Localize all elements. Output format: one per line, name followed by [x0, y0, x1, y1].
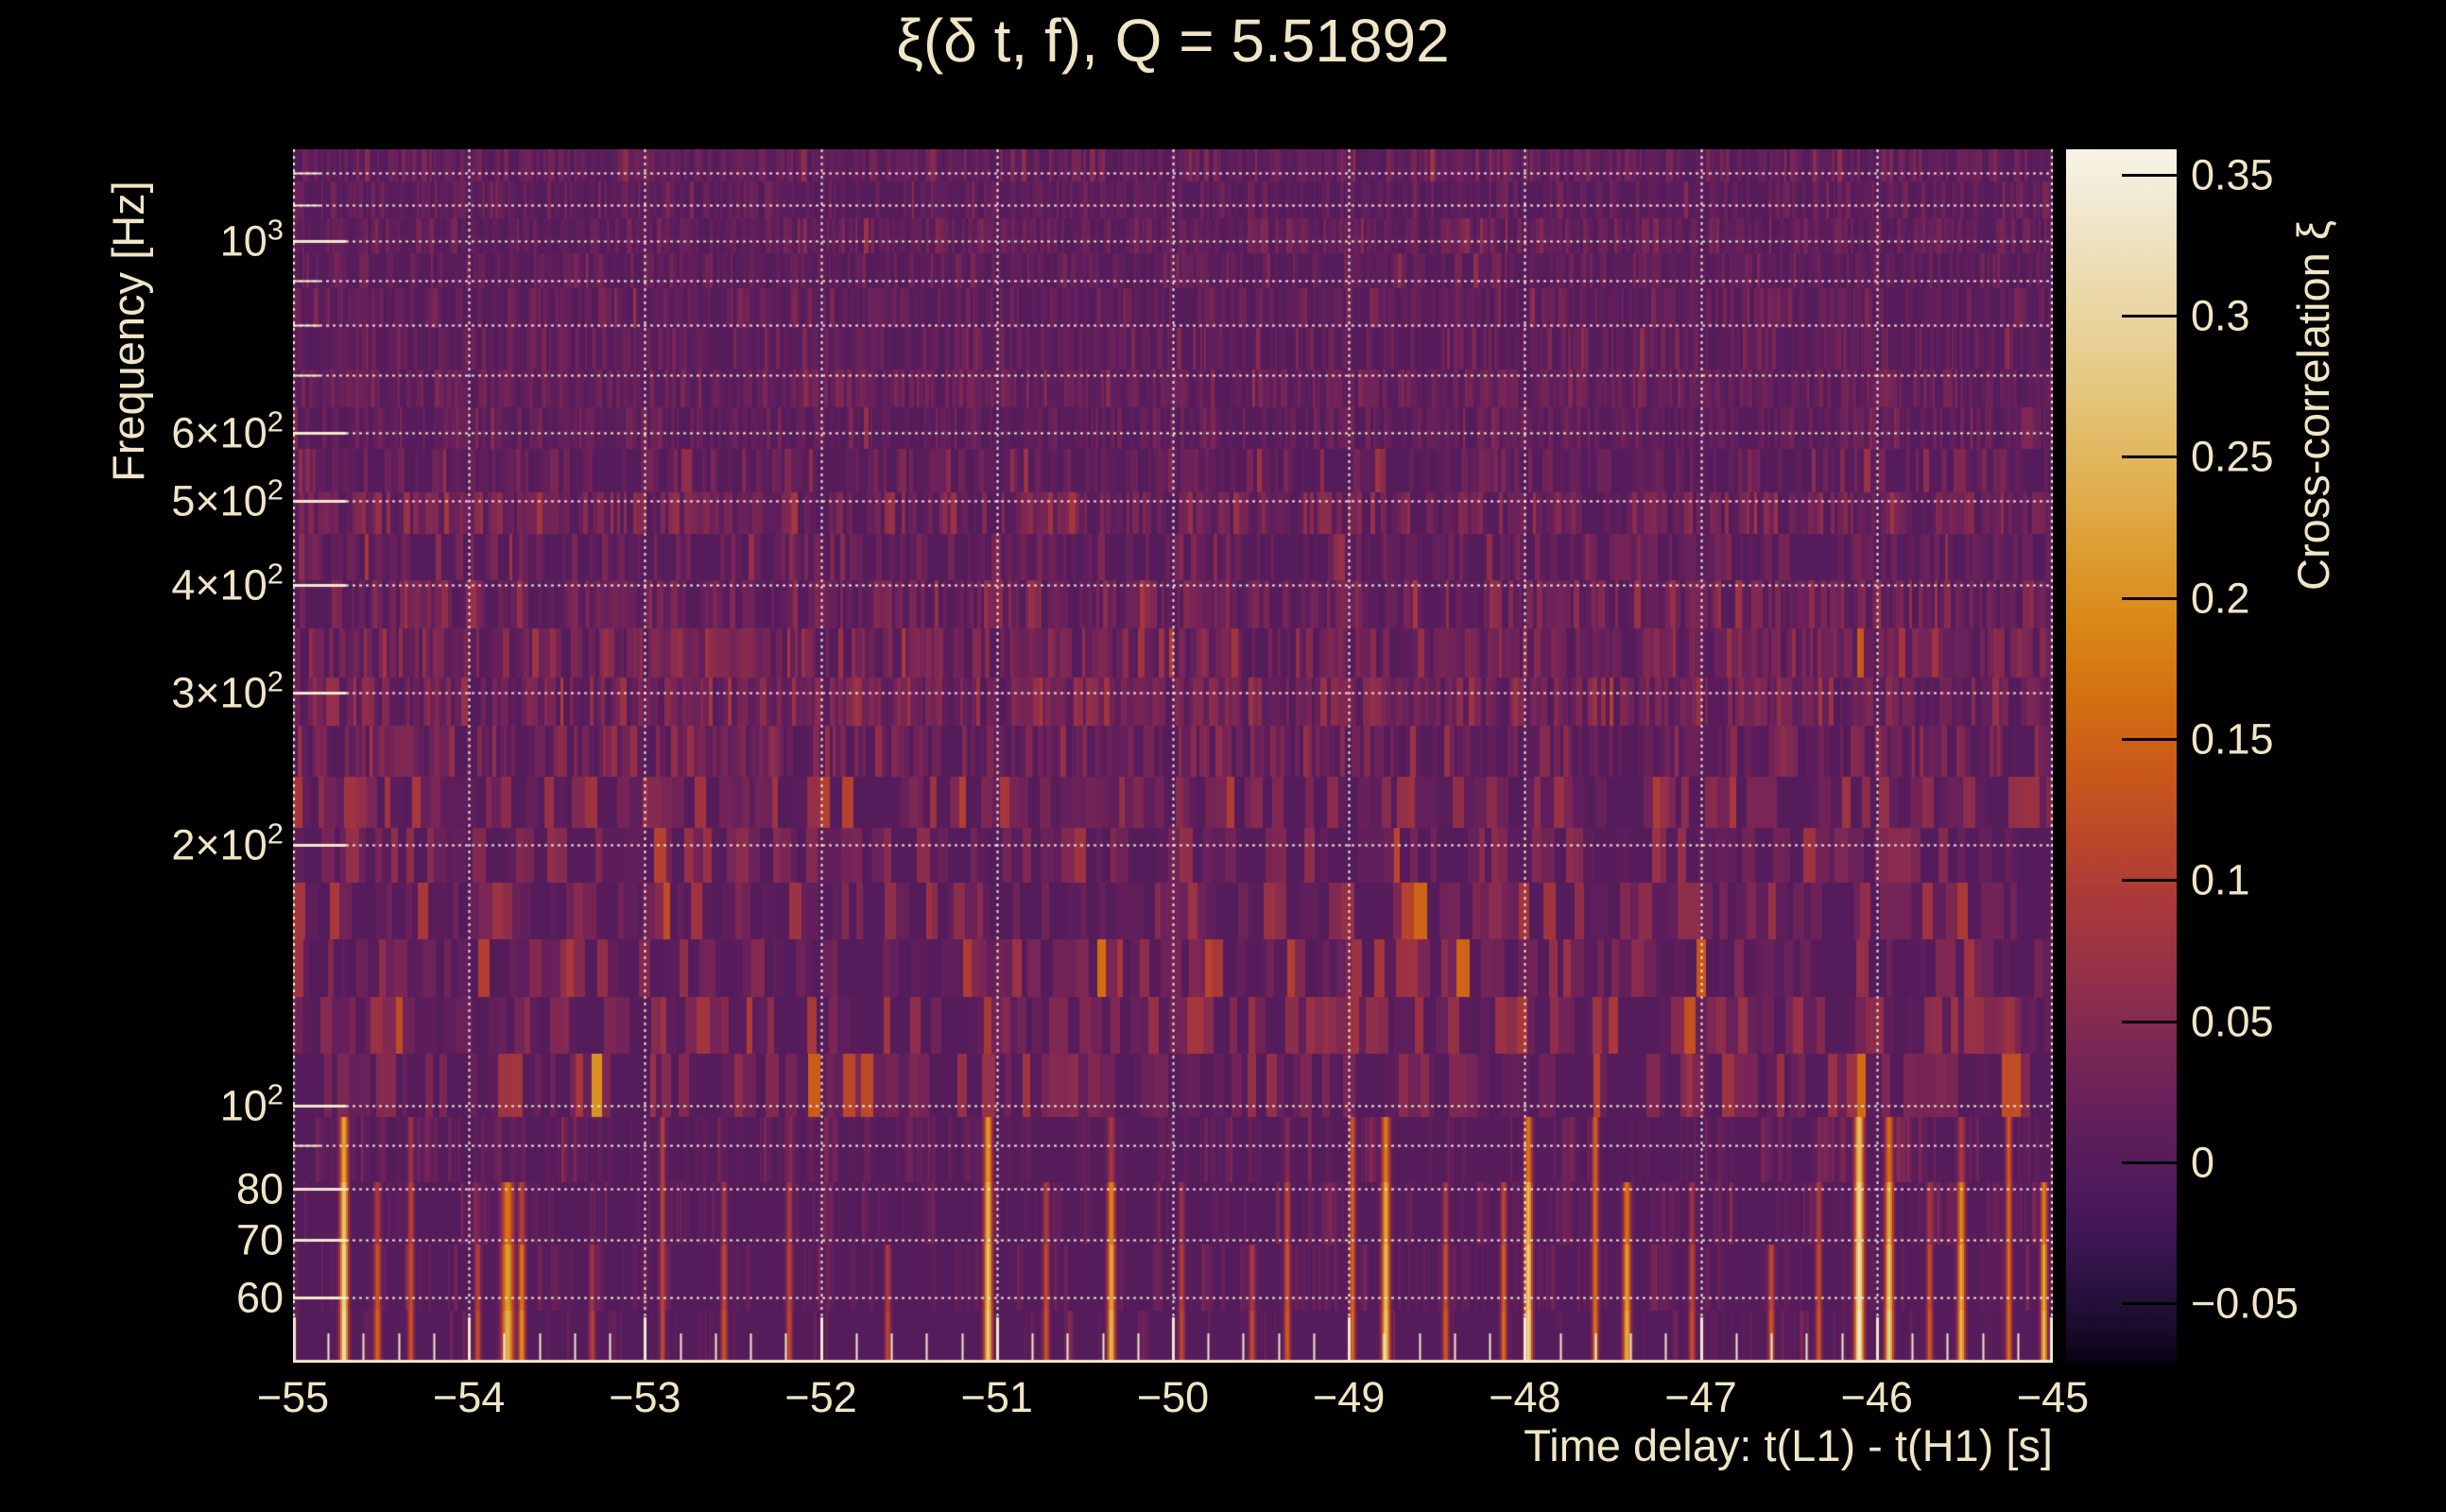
- heatmap-canvas: [293, 149, 2053, 1363]
- plot-title: ξ(δ t, f), Q = 5.51892: [896, 7, 1450, 75]
- x-tick-label: −55: [256, 1373, 330, 1421]
- colorbar-tick-label: 0.2: [2191, 574, 2250, 623]
- x-axis-title: Time delay: t(L1) - t(H1) [s]: [1524, 1420, 2053, 1470]
- colorbar-tick-label: −0.05: [2191, 1279, 2299, 1328]
- x-tick-label: −51: [960, 1373, 1033, 1421]
- colorbar-gradient: [2066, 149, 2177, 1363]
- colorbar-tickmark: [2122, 596, 2177, 600]
- x-tick-label: −54: [433, 1373, 506, 1421]
- x-tick-label: −46: [1840, 1373, 1913, 1421]
- colorbar-tick-label: 0.3: [2191, 291, 2250, 340]
- y-tick-label: 60: [235, 1273, 284, 1322]
- colorbar-tickmark: [2122, 879, 2177, 883]
- y-tick-label: 3×102: [171, 664, 284, 717]
- x-tick-label: −50: [1136, 1373, 1210, 1421]
- y-tick-label: 4×102: [171, 557, 284, 610]
- colorbar-tick-label: 0.35: [2191, 150, 2274, 199]
- colorbar-tickmark: [2122, 315, 2177, 318]
- colorbar-tickmark: [2122, 1302, 2177, 1306]
- colorbar-tick-label: 0.05: [2191, 997, 2274, 1046]
- colorbar-tick-label: 0.25: [2191, 432, 2274, 481]
- y-tick-label: 5×102: [171, 472, 284, 525]
- x-tick-label: −48: [1489, 1373, 1561, 1421]
- x-tick-label: −47: [1664, 1373, 1737, 1421]
- colorbar-tick-label: 0.1: [2191, 855, 2250, 904]
- y-tick-label: 102: [219, 1077, 284, 1130]
- colorbar-tickmark: [2122, 455, 2177, 459]
- y-tick-label: 2×102: [171, 816, 284, 869]
- colorbar-tick-label: 0.15: [2191, 714, 2274, 764]
- y-tick-label: 70: [235, 1215, 284, 1263]
- colorbar-tickmark: [2122, 738, 2177, 742]
- x-tick-label: −52: [784, 1373, 857, 1421]
- x-tick-label: −49: [1313, 1373, 1386, 1421]
- y-tick-label: 103: [219, 213, 284, 266]
- colorbar-tick-label: 0: [2191, 1138, 2215, 1187]
- x-tick-label: −53: [609, 1373, 681, 1421]
- x-tick-label: −45: [2016, 1373, 2090, 1421]
- y-tick-label: 80: [235, 1164, 284, 1213]
- colorbar-tickmark: [2122, 1160, 2177, 1164]
- colorbar-tickmark: [2122, 173, 2177, 177]
- colorbar-tickmark: [2122, 1020, 2177, 1023]
- y-tick-label: 6×102: [171, 404, 284, 457]
- y-axis-title: Frequency [Hz]: [103, 180, 153, 482]
- colorbar-title: Cross-correlation ξ: [2288, 220, 2338, 591]
